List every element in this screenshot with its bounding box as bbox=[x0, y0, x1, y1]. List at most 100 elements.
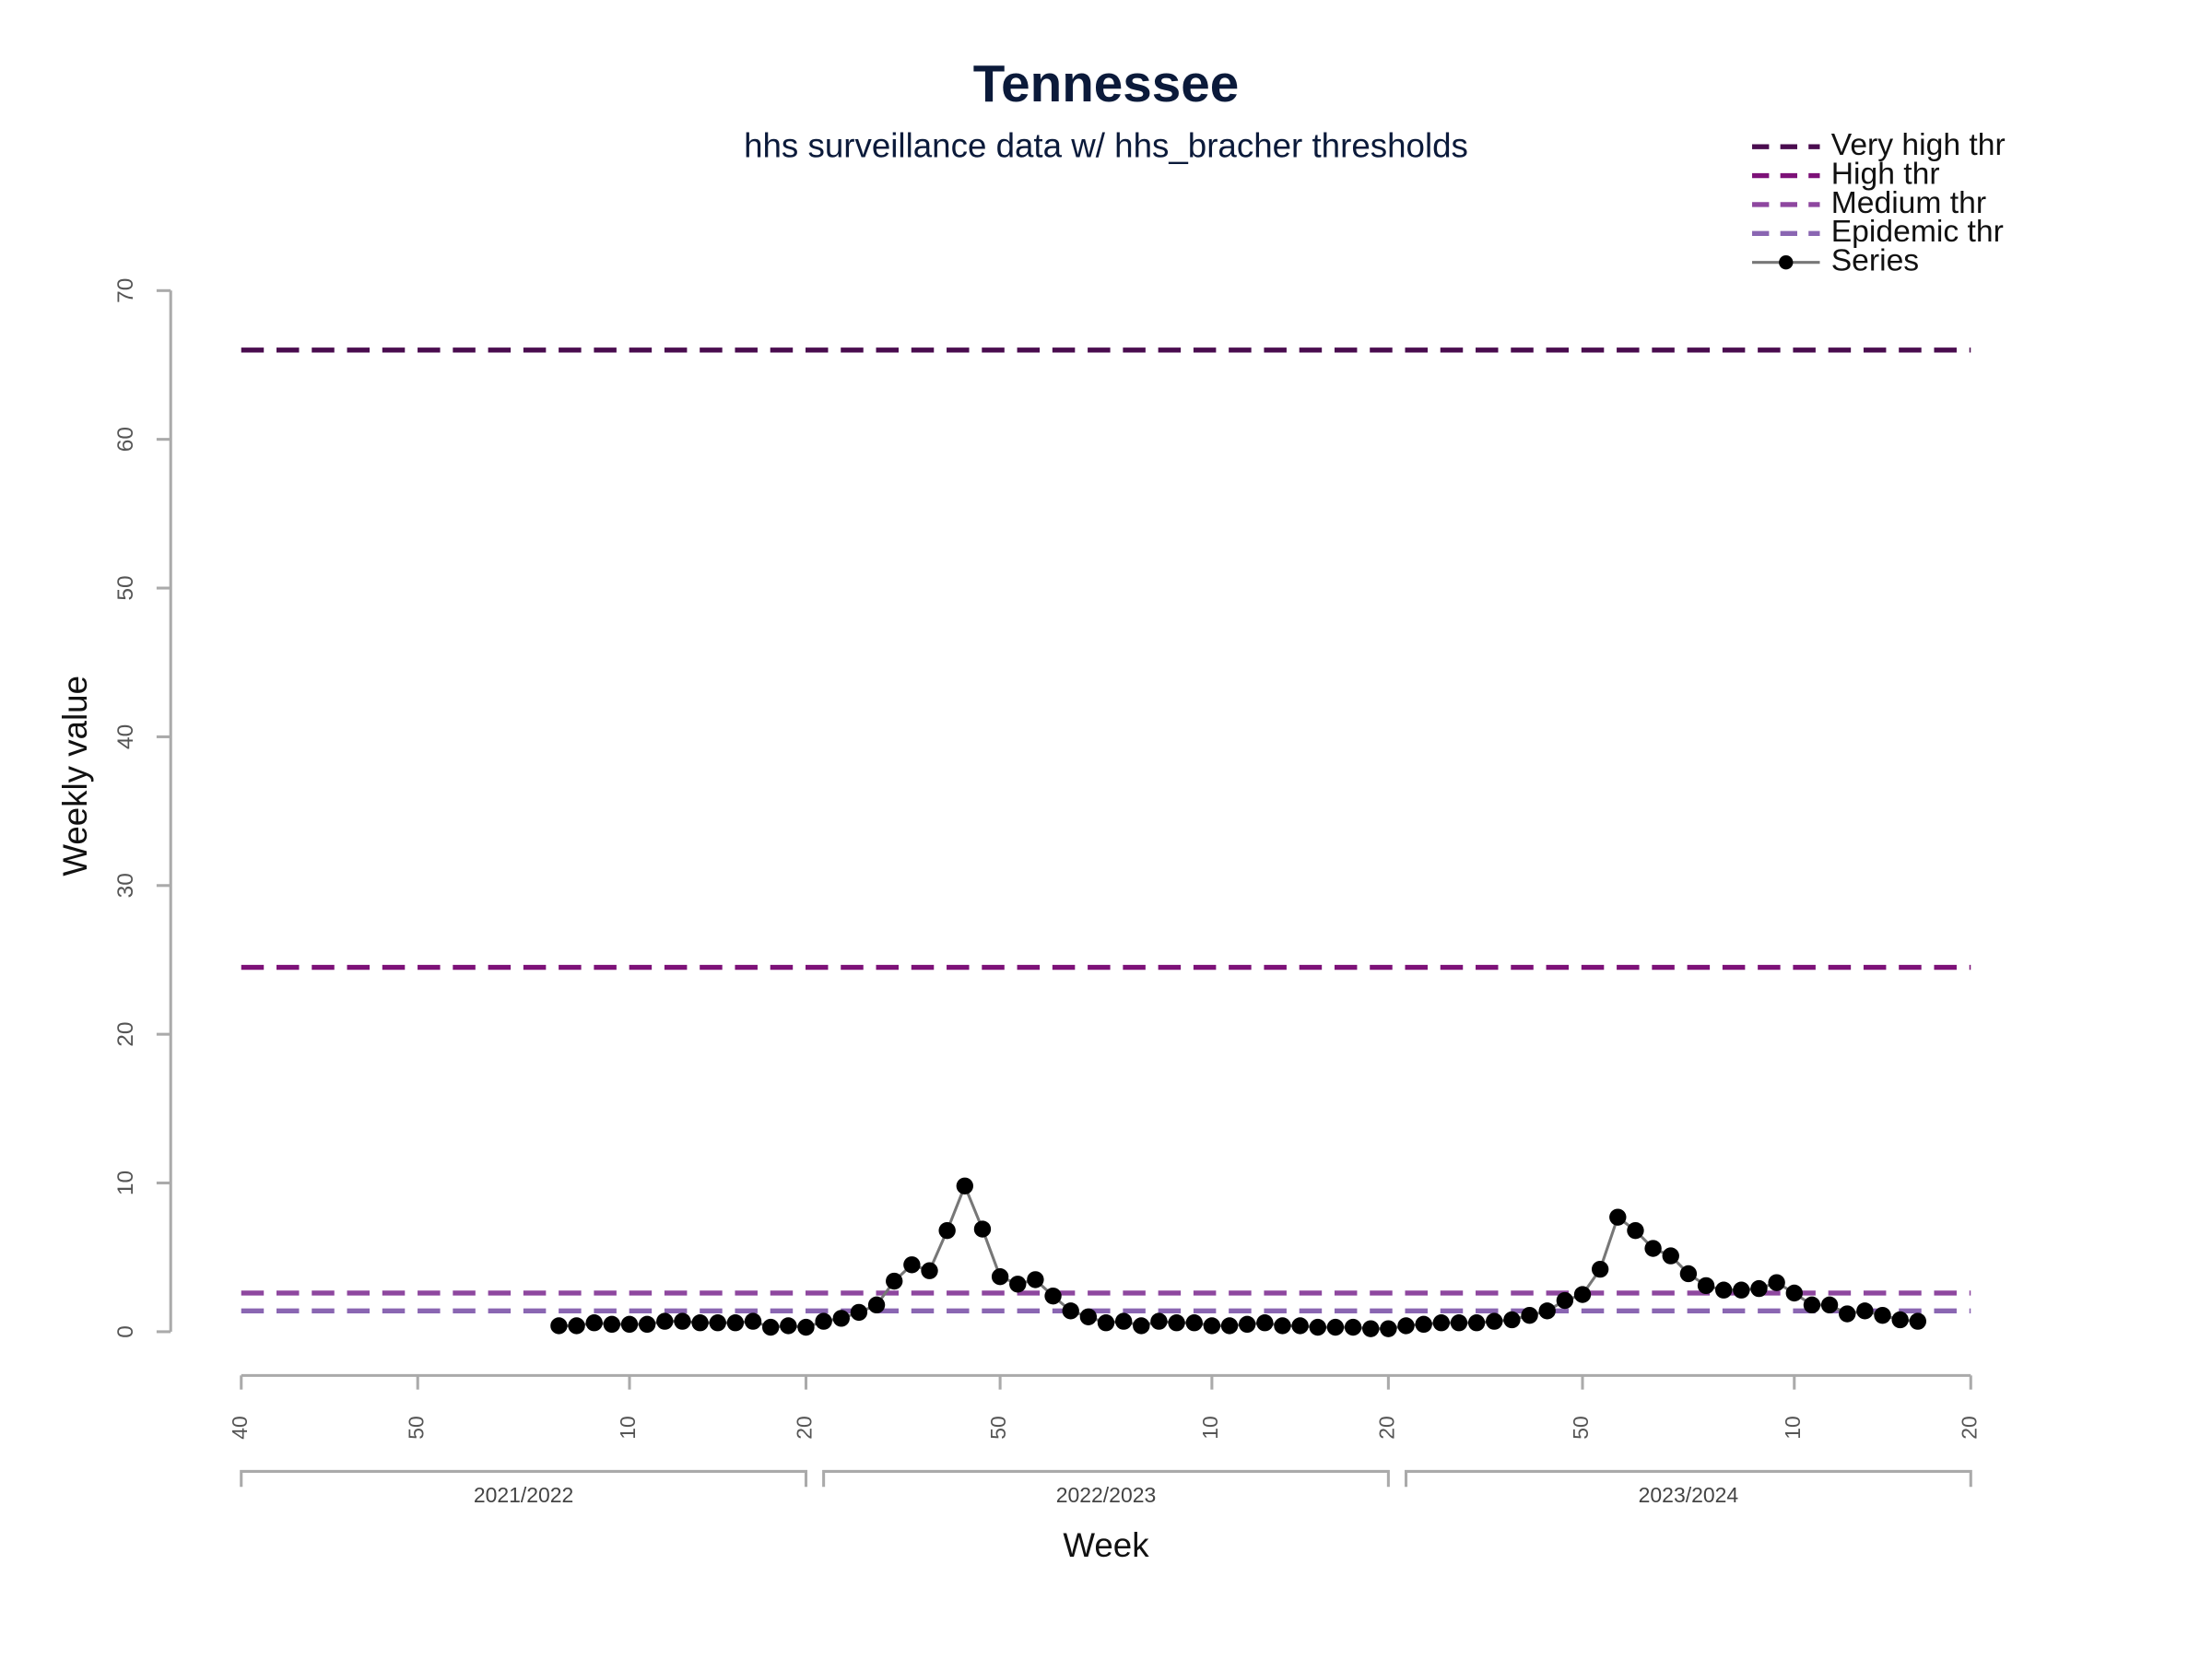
data-point bbox=[1344, 1318, 1362, 1336]
data-point bbox=[1573, 1286, 1592, 1303]
legend-label: Medium thr bbox=[1831, 186, 1986, 220]
data-point bbox=[1027, 1271, 1044, 1288]
chart-subtitle: hhs surveillance data w/ hhs_bracher thr… bbox=[744, 126, 1468, 164]
season-label: 2023/2024 bbox=[1639, 1483, 1739, 1507]
data-point bbox=[938, 1221, 956, 1240]
data-point bbox=[585, 1314, 603, 1332]
data-point bbox=[709, 1314, 726, 1332]
x-axis-label: Week bbox=[1063, 1526, 1149, 1564]
season-bracket bbox=[822, 1469, 1390, 1488]
data-point bbox=[1467, 1314, 1486, 1332]
data-point bbox=[1874, 1306, 1891, 1324]
data-point bbox=[921, 1262, 938, 1279]
data-point bbox=[1662, 1247, 1679, 1265]
data-point bbox=[1009, 1276, 1027, 1293]
data-point bbox=[1291, 1317, 1309, 1335]
chart-title: Tennessee bbox=[973, 55, 1240, 113]
data-point bbox=[1326, 1318, 1345, 1336]
data-point bbox=[1432, 1314, 1451, 1332]
data-point bbox=[568, 1317, 585, 1335]
legend-swatch-point bbox=[1779, 255, 1794, 270]
data-point bbox=[867, 1296, 886, 1314]
data-point bbox=[1150, 1312, 1168, 1330]
data-point bbox=[973, 1220, 992, 1238]
data-point bbox=[1785, 1284, 1803, 1302]
y-tick-label: 10 bbox=[113, 1171, 138, 1195]
data-point bbox=[1062, 1302, 1079, 1320]
data-point bbox=[620, 1315, 639, 1334]
data-point bbox=[832, 1310, 850, 1327]
data-point bbox=[1538, 1302, 1556, 1320]
data-point bbox=[1891, 1311, 1909, 1329]
data-point bbox=[1750, 1279, 1768, 1298]
data-point bbox=[1909, 1312, 1927, 1330]
data-point bbox=[1203, 1317, 1221, 1335]
season-bracket bbox=[1404, 1469, 1972, 1488]
y-tick-label: 30 bbox=[113, 873, 138, 898]
data-point bbox=[1803, 1296, 1821, 1314]
data-point bbox=[1044, 1287, 1062, 1305]
data-point bbox=[1486, 1312, 1503, 1330]
data-point bbox=[886, 1272, 903, 1290]
data-point bbox=[1768, 1274, 1785, 1291]
y-tick-label: 20 bbox=[113, 1022, 138, 1047]
x-tick-label: 50 bbox=[986, 1416, 1010, 1440]
y-axis-label: Weekly value bbox=[56, 676, 94, 877]
data-point bbox=[726, 1314, 745, 1332]
data-point bbox=[656, 1312, 674, 1330]
data-point bbox=[1133, 1317, 1150, 1335]
x-tick-label: 10 bbox=[1198, 1416, 1222, 1440]
data-point bbox=[991, 1268, 1009, 1286]
data-point bbox=[1097, 1314, 1115, 1332]
x-tick-label: 10 bbox=[616, 1416, 640, 1440]
data-point bbox=[1380, 1320, 1397, 1337]
data-point bbox=[1839, 1305, 1856, 1323]
data-point bbox=[1256, 1314, 1274, 1332]
data-point bbox=[744, 1312, 762, 1330]
legend-label: Series bbox=[1831, 244, 1919, 278]
data-point bbox=[797, 1318, 815, 1336]
data-point bbox=[1591, 1260, 1609, 1278]
data-point bbox=[1627, 1221, 1644, 1240]
y-tick-label: 0 bbox=[113, 1325, 138, 1338]
data-point bbox=[1697, 1277, 1715, 1295]
season-label: 2021/2022 bbox=[474, 1483, 573, 1507]
data-point bbox=[1309, 1318, 1326, 1336]
data-point bbox=[780, 1317, 797, 1335]
x-tick-label: 50 bbox=[1569, 1416, 1593, 1440]
legend-label: Very high thr bbox=[1831, 128, 2006, 162]
y-tick-label: 50 bbox=[113, 575, 138, 600]
data-point bbox=[1503, 1311, 1521, 1329]
data-point bbox=[1362, 1320, 1380, 1337]
data-point bbox=[1556, 1291, 1574, 1310]
season-label: 2022/2023 bbox=[1056, 1483, 1156, 1507]
series-line bbox=[559, 1182, 1918, 1331]
data-point bbox=[1715, 1281, 1733, 1299]
data-point bbox=[1185, 1314, 1203, 1332]
data-point bbox=[603, 1315, 621, 1334]
x-tick-label: 50 bbox=[404, 1416, 428, 1440]
x-tick-label: 40 bbox=[228, 1416, 252, 1440]
data-point bbox=[1856, 1302, 1874, 1320]
data-point bbox=[1168, 1314, 1185, 1332]
y-tick-label: 70 bbox=[113, 278, 138, 303]
data-point bbox=[1239, 1315, 1256, 1334]
data-point bbox=[1820, 1296, 1839, 1314]
data-point bbox=[850, 1303, 868, 1322]
data-point bbox=[1415, 1315, 1432, 1334]
season-bracket bbox=[240, 1469, 808, 1488]
x-tick-label: 20 bbox=[1957, 1416, 1981, 1440]
data-point bbox=[761, 1318, 780, 1336]
legend-label: Epidemic thr bbox=[1831, 215, 2004, 249]
x-tick-label: 20 bbox=[1374, 1416, 1398, 1440]
data-point bbox=[1397, 1317, 1415, 1335]
data-point bbox=[1220, 1317, 1239, 1335]
data-point bbox=[1274, 1317, 1291, 1335]
data-point bbox=[1644, 1240, 1662, 1257]
data-point bbox=[691, 1314, 709, 1332]
data-point bbox=[903, 1256, 921, 1274]
legend-label: High thr bbox=[1831, 157, 1940, 191]
data-point bbox=[550, 1317, 568, 1335]
